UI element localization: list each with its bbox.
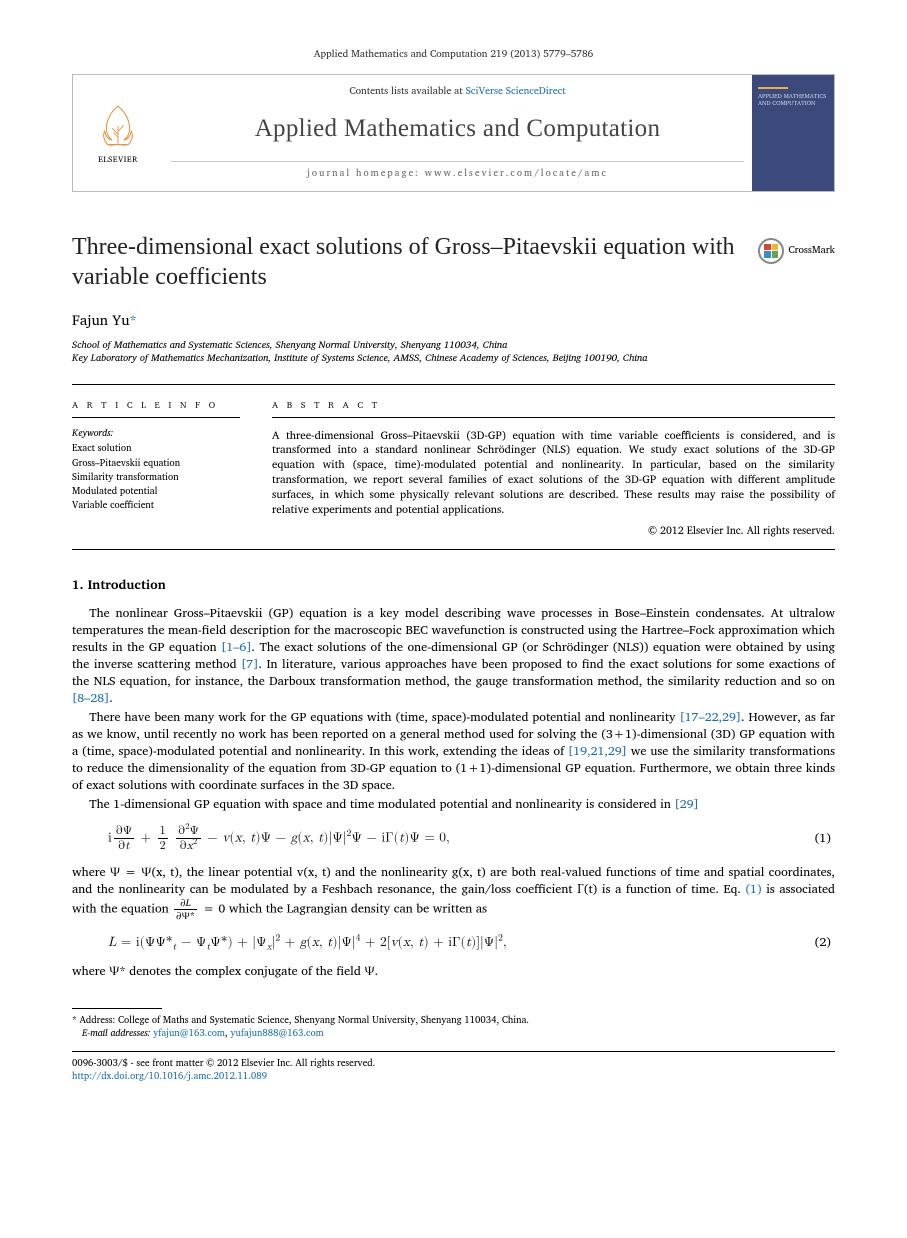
article-info-heading: A R T I C L E I N F O — [72, 399, 240, 418]
paragraph-4: where Ψ = Ψ(x, t), the linear potential … — [72, 864, 835, 921]
publisher-name: ELSEVIER — [98, 154, 138, 165]
elsevier-tree-icon — [94, 100, 142, 152]
paragraph-5: where Ψ* denotes the complex conjugate o… — [72, 963, 835, 980]
crossmark-icon — [758, 238, 784, 264]
info-abstract-row: A R T I C L E I N F O Keywords: Exact so… — [72, 384, 835, 537]
affiliation-2: Key Laboratory of Mathematics Mechanizat… — [72, 352, 835, 366]
contents-prefix: Contents lists available at — [349, 83, 465, 99]
contents-available: Contents lists available at SciVerse Sci… — [349, 85, 565, 99]
sciencedirect-link[interactable]: SciVerse ScienceDirect — [466, 83, 566, 99]
crossmark-label: CrossMark — [788, 244, 835, 258]
divider — [72, 549, 835, 550]
keyword: Similarity transformation — [72, 471, 240, 485]
affiliations: School of Mathematics and Systematic Sci… — [72, 339, 835, 366]
paragraph-2: There have been many work for the GP equ… — [72, 709, 835, 794]
keyword: Modulated potential — [72, 485, 240, 499]
paragraph-1: The nonlinear Gross–Pitaevskii (GP) equa… — [72, 605, 835, 707]
cover-mini-title: APPLIED MATHEMATICS AND COMPUTATION — [758, 93, 828, 107]
email-1[interactable]: yfajun@163.com — [153, 1026, 225, 1041]
journal-header: ELSEVIER Contents lists available at Sci… — [72, 74, 835, 192]
ref-8-28[interactable]: [8–28] — [72, 688, 109, 708]
journal-cover-thumb: APPLIED MATHEMATICS AND COMPUTATION — [752, 75, 834, 191]
abstract-text: A three-dimensional Gross–Pitaevskii (3D… — [272, 428, 835, 517]
equation-2: L = i(ΨΨ*t − ΨtΨ*) + |Ψx|2 + g(x, t)|Ψ|4… — [108, 933, 835, 951]
eq-num-2: (2) — [815, 934, 835, 951]
homepage-url[interactable]: www.elsevier.com/locate/amc — [425, 166, 608, 181]
paragraph-3: The 1-dimensional GP equation with space… — [72, 796, 835, 813]
ref-29[interactable]: [29] — [674, 794, 698, 814]
footnote-divider — [72, 1008, 162, 1009]
homepage-prefix: journal homepage: — [307, 166, 424, 181]
equation-1: i∂Ψ∂t + 12 ∂2Ψ∂x2 − v(x, t)Ψ − g(x, t)|Ψ… — [108, 825, 835, 852]
copyright: © 2012 Elsevier Inc. All rights reserved… — [272, 523, 835, 537]
article-title: Three-dimensional exact solutions of Gro… — [72, 232, 740, 293]
journal-title: Applied Mathematics and Computation — [255, 112, 661, 146]
bottom-divider — [72, 1051, 835, 1052]
email-2[interactable]: yufajun888@163.com — [230, 1026, 323, 1041]
running-citation: Applied Mathematics and Computation 219 … — [72, 48, 835, 62]
eq1-link[interactable]: (1) — [745, 879, 761, 899]
journal-homepage: journal homepage: www.elsevier.com/locat… — [171, 161, 744, 181]
author-corresponding-marker[interactable]: * — [130, 309, 137, 332]
elsevier-logo: ELSEVIER — [73, 75, 163, 191]
keyword: Variable coefficient — [72, 499, 240, 513]
keyword: Exact solution — [72, 442, 240, 456]
bottom-meta: 0096-3003/$ - see front matter © 2012 El… — [72, 1058, 835, 1084]
doi-link[interactable]: http://dx.doi.org/10.1016/j.amc.2012.11.… — [72, 1069, 267, 1084]
keywords-list: Exact solution Gross–Pitaevskii equation… — [72, 442, 240, 513]
keywords-heading: Keywords: — [72, 428, 240, 441]
section-1-heading: 1. Introduction — [72, 576, 835, 594]
email-label: E-mail addresses: — [82, 1026, 153, 1041]
abstract-heading: A B S T R A C T — [272, 399, 835, 418]
crossmark-widget[interactable]: CrossMark — [758, 238, 835, 264]
eq-num-1: (1) — [815, 830, 835, 847]
author-name: Fajun Yu — [72, 309, 130, 332]
keyword: Gross–Pitaevskii equation — [72, 457, 240, 471]
footnotes: * Address: College of Maths and Systemat… — [72, 1015, 835, 1041]
author-line: Fajun Yu* — [72, 311, 835, 331]
